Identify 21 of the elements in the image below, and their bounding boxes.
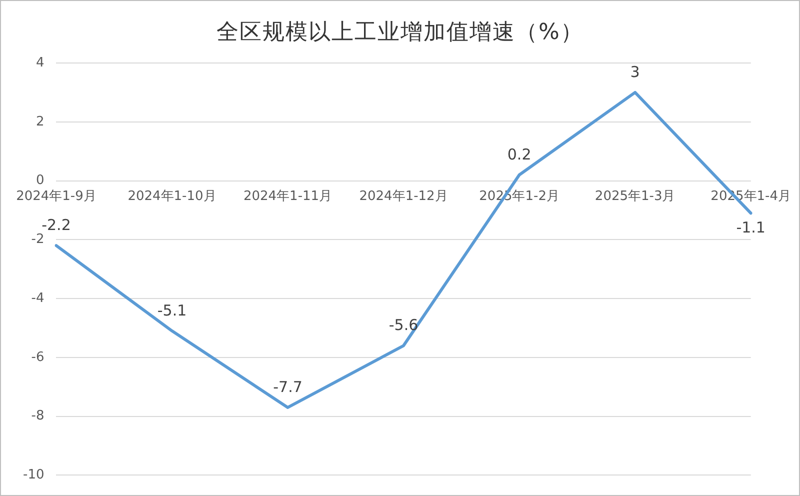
data-label: -5.1 bbox=[157, 301, 187, 320]
y-tick-label: -6 bbox=[31, 350, 44, 365]
y-tick-label: 2 bbox=[36, 114, 44, 130]
x-tick-label: 2025年1-3月 bbox=[594, 188, 676, 204]
data-label: 0.2 bbox=[507, 145, 532, 164]
y-tick-label: -10 bbox=[23, 468, 44, 483]
data-label: -7.7 bbox=[273, 378, 302, 396]
y-tick-label: -2 bbox=[31, 232, 44, 248]
y-tick-label: -8 bbox=[31, 408, 44, 424]
chart-title: 全区规模以上工业增加值增速（%） bbox=[216, 19, 584, 47]
x-tick-label: 2024年1-9月 bbox=[16, 188, 96, 204]
y-tick-label: 4 bbox=[36, 55, 44, 70]
y-tick-label: -4 bbox=[31, 290, 44, 306]
y-tick-label: 0 bbox=[36, 173, 44, 188]
data-label: -2.2 bbox=[42, 216, 71, 234]
data-label: -1.1 bbox=[736, 218, 766, 237]
x-tick-label: 2024年1-12月 bbox=[359, 188, 448, 204]
data-label: 3 bbox=[630, 62, 640, 81]
x-tick-label: 2024年1-11月 bbox=[243, 188, 332, 204]
data-label: -5.6 bbox=[388, 316, 418, 334]
x-tick-label: 2024年1-10月 bbox=[128, 188, 216, 204]
